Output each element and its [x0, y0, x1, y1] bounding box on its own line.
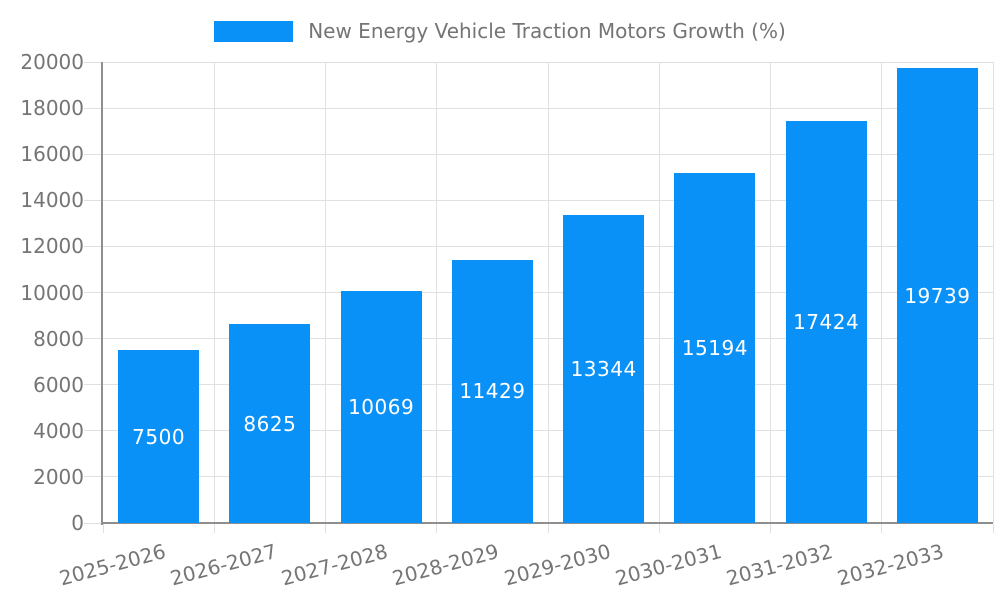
v-gridline: [770, 62, 771, 523]
y-axis-label: 20000: [20, 50, 84, 74]
y-axis-label: 4000: [33, 418, 84, 443]
v-gridline: [325, 62, 326, 523]
y-axis-line: [101, 62, 103, 525]
h-gridline: [84, 292, 993, 293]
chart-legend: New Energy Vehicle Traction Motors Growt…: [0, 17, 1000, 45]
bar-2025-2026[interactable]: 7500: [118, 350, 200, 523]
y-axis-label: 16000: [20, 142, 84, 167]
x-axis-label: 2029-2030: [501, 539, 613, 591]
y-axis-label: 8000: [33, 326, 84, 351]
bar-value-label: 11429: [459, 379, 526, 404]
h-gridline: [84, 61, 993, 63]
x-axis-tick: [992, 524, 994, 533]
x-axis-tick: [770, 524, 771, 533]
legend-item[interactable]: New Energy Vehicle Traction Motors Growt…: [214, 19, 786, 43]
v-gridline: [658, 62, 660, 523]
x-axis-tick: [102, 524, 104, 533]
bar-2026-2027[interactable]: 8625: [229, 324, 311, 523]
x-axis-label: 2026-2027: [167, 539, 280, 591]
bar-value-label: 10069: [348, 394, 415, 419]
x-axis-tick: [325, 524, 326, 533]
y-axis-label: 12000: [20, 234, 84, 259]
y-axis-label: 0: [71, 511, 84, 535]
v-gridline: [992, 62, 994, 523]
x-axis-tick: [881, 524, 883, 533]
h-gridline: [84, 522, 103, 524]
y-axis-label: 2000: [33, 464, 84, 489]
x-axis-label: 2025-2026: [56, 539, 168, 591]
v-gridline: [881, 62, 883, 523]
x-axis-line: [103, 522, 993, 524]
x-axis-label: 2027-2028: [278, 539, 391, 591]
x-axis-label: 2030-2031: [612, 539, 725, 591]
x-axis-label: 2031-2032: [723, 539, 836, 591]
y-axis-label: 10000: [20, 280, 84, 305]
bar-2029-2030[interactable]: 13344: [563, 215, 645, 523]
bar-value-label: 7500: [132, 424, 186, 449]
h-gridline: [84, 245, 993, 247]
x-axis-tick: [658, 524, 660, 533]
legend-label: New Energy Vehicle Traction Motors Growt…: [308, 19, 786, 43]
h-gridline: [84, 338, 993, 340]
x-axis-tick: [547, 524, 549, 533]
y-axis-label: 6000: [33, 372, 84, 397]
h-gridline: [84, 153, 993, 155]
v-gridline: [547, 62, 549, 523]
bar-2030-2031[interactable]: 15194: [674, 172, 756, 523]
h-gridline: [84, 199, 993, 201]
bar-value-label: 19739: [904, 283, 971, 308]
bar-2031-2032[interactable]: 17424: [785, 121, 867, 523]
bar-value-label: 8625: [243, 411, 297, 436]
y-axis-label: 18000: [20, 96, 84, 121]
bar-value-label: 15194: [681, 335, 748, 360]
h-gridline: [84, 476, 993, 478]
x-axis-label: 2028-2029: [390, 539, 502, 591]
bar-value-label: 13344: [570, 357, 637, 382]
h-gridline: [84, 384, 993, 386]
bar-2027-2028[interactable]: 10069: [340, 290, 422, 523]
x-axis-tick: [436, 524, 438, 533]
v-gridline: [213, 62, 215, 523]
h-gridline: [84, 430, 993, 432]
y-axis-label: 14000: [20, 188, 84, 213]
v-gridline: [436, 62, 438, 523]
legend-swatch: [214, 20, 294, 42]
x-axis-tick: [213, 524, 215, 533]
bar-2028-2029[interactable]: 11429: [451, 259, 533, 523]
x-axis-label: 2032-2033: [835, 539, 947, 591]
bar-value-label: 17424: [793, 310, 860, 335]
h-gridline: [84, 107, 993, 109]
bar-2032-2033[interactable]: 19739: [896, 68, 978, 523]
